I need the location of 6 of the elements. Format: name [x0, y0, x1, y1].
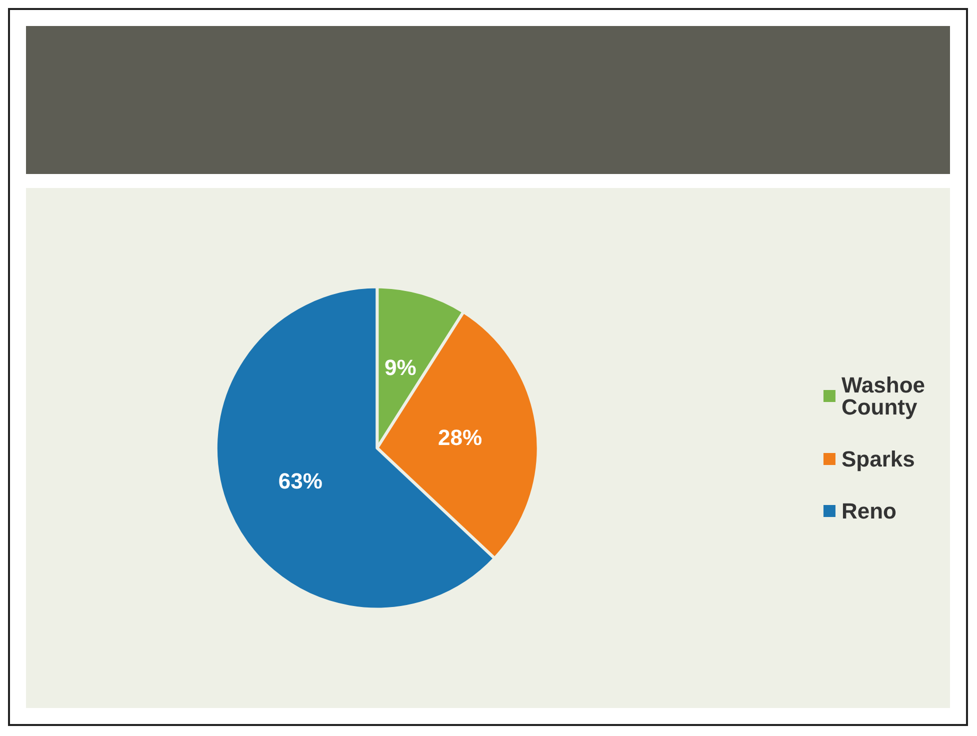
- legend-label: Washoe County: [841, 372, 925, 420]
- data-label: 9%: [384, 355, 416, 380]
- legend-label: Sparks: [841, 446, 915, 472]
- data-label: 28%: [438, 425, 482, 450]
- data-label: 63%: [278, 468, 322, 494]
- legend-label: Reno: [841, 498, 896, 524]
